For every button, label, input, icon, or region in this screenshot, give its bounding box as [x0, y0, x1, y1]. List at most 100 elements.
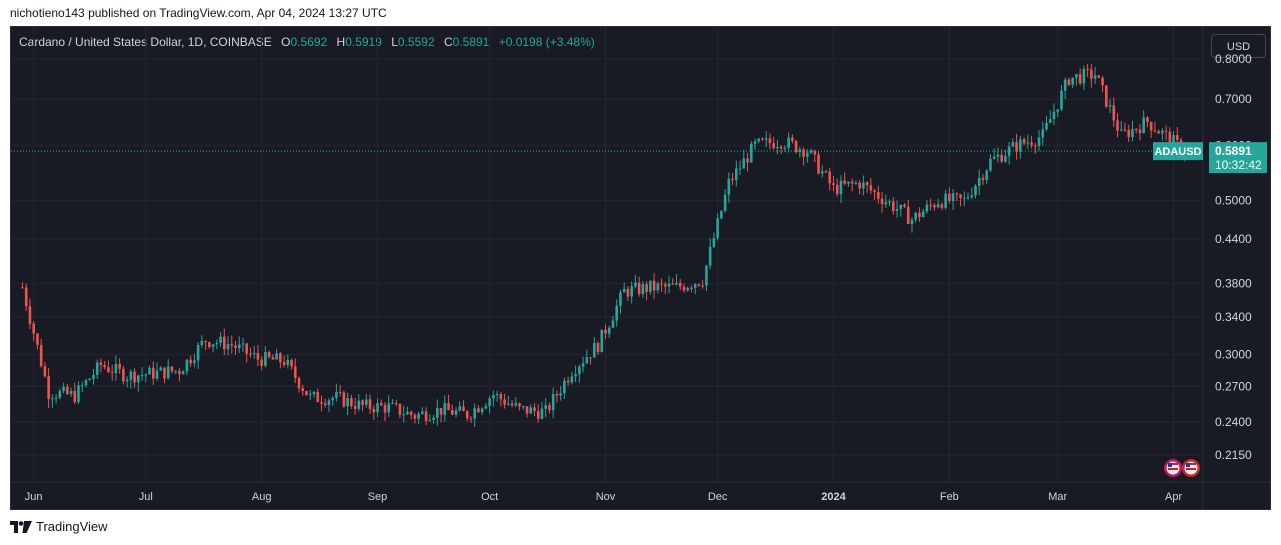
- candle-body: [806, 152, 809, 157]
- candle-body: [1142, 117, 1145, 133]
- candle-body: [305, 391, 308, 396]
- candle-body: [813, 150, 817, 155]
- candle-body: [966, 197, 970, 199]
- candle-body: [297, 377, 301, 389]
- price-chart[interactable]: 0.80000.70000.60000.50000.44000.38000.34…: [11, 27, 1270, 509]
- symbol-legend: Cardano / United States Dollar, 1D, COIN…: [19, 35, 595, 49]
- candle-body: [1123, 129, 1127, 131]
- candle-body: [705, 265, 708, 286]
- candle-body: [862, 182, 865, 189]
- chart-panel[interactable]: Cardano / United States Dollar, 1D, COIN…: [10, 26, 1271, 510]
- candle-body: [454, 410, 458, 415]
- candle-body: [462, 406, 465, 412]
- candle-body: [873, 190, 876, 193]
- candle-body: [854, 182, 858, 184]
- candle-body: [839, 180, 843, 195]
- candle-body: [1063, 79, 1067, 91]
- candle-body: [1030, 142, 1033, 146]
- candle-body: [720, 210, 723, 219]
- candle-body: [114, 363, 118, 373]
- candle-body: [933, 205, 936, 208]
- candle-body: [630, 286, 633, 297]
- candle-body: [95, 362, 99, 375]
- candle-body: [791, 137, 794, 141]
- candle-body: [906, 206, 910, 224]
- candle-body: [54, 397, 58, 399]
- price-tick-label: 0.2400: [1215, 415, 1252, 429]
- candle-body: [753, 141, 757, 144]
- candle-body: [962, 197, 966, 199]
- candle-body: [271, 356, 275, 360]
- candle-body: [794, 140, 798, 153]
- candle-body: [484, 406, 488, 409]
- candle-body: [847, 181, 850, 184]
- change-value: +0.0198 (+3.48%): [498, 35, 595, 49]
- candle-body: [1157, 131, 1160, 134]
- candle-body: [417, 413, 420, 419]
- candle-body: [955, 193, 959, 195]
- candle-body: [716, 218, 719, 239]
- candle-body: [981, 177, 985, 180]
- candle-body: [166, 366, 170, 379]
- candle-body: [230, 344, 234, 346]
- candle-body: [170, 366, 174, 372]
- publisher-line: nichotieno143 published on TradingView.c…: [10, 6, 387, 20]
- candle-body: [193, 360, 196, 364]
- event-flag-icon-stripe: [1168, 463, 1178, 465]
- event-flag-icon-stripe: [1186, 463, 1196, 465]
- candle-body: [895, 209, 899, 211]
- candle-body: [637, 282, 641, 295]
- candle-body: [880, 198, 884, 205]
- close-value: 0.5891: [452, 35, 490, 49]
- candle-body: [540, 408, 544, 419]
- candle-body: [514, 403, 518, 406]
- price-tick-label: 0.2700: [1215, 379, 1252, 393]
- candle-body: [196, 345, 200, 361]
- candle-body: [850, 181, 854, 184]
- candle-body: [39, 344, 43, 367]
- candle-body: [301, 388, 305, 392]
- candle-body: [940, 204, 944, 208]
- candle-body: [529, 407, 533, 414]
- candle-body: [1131, 128, 1134, 138]
- candle-body: [413, 415, 417, 419]
- candle-body: [525, 406, 529, 414]
- candle-body: [465, 411, 469, 419]
- candle-body: [185, 359, 189, 372]
- grid-lines: [11, 27, 1270, 509]
- candle-body: [671, 283, 675, 285]
- candle-body: [877, 192, 880, 199]
- candle-body: [398, 403, 402, 415]
- candle-body: [159, 367, 163, 371]
- candle-body: [66, 386, 69, 394]
- candle-body: [641, 284, 645, 295]
- candle-body: [346, 398, 349, 407]
- candle-body: [252, 352, 256, 354]
- candle-body: [443, 403, 447, 415]
- candle-body: [200, 341, 204, 346]
- candle-body: [331, 397, 334, 401]
- candle-body: [989, 158, 992, 171]
- candle-body: [129, 371, 133, 380]
- candle-body: [1041, 129, 1045, 138]
- candle-body: [1019, 139, 1022, 152]
- candle-body: [1176, 135, 1179, 140]
- candle-body: [936, 204, 940, 208]
- candle-body: [342, 392, 346, 407]
- candle-body: [521, 406, 525, 408]
- candle-body: [151, 367, 155, 379]
- candle-body: [869, 185, 873, 191]
- candle-body: [69, 390, 73, 394]
- candle-body: [28, 306, 32, 324]
- candle-body: [84, 380, 88, 386]
- candle-body: [469, 418, 473, 420]
- ticker-tag-bg: [1153, 142, 1203, 161]
- candle-body: [499, 393, 503, 400]
- candle-body: [1108, 105, 1112, 107]
- candle-body: [1004, 155, 1007, 162]
- candle-body: [645, 284, 648, 292]
- currency-button[interactable]: USD: [1211, 34, 1266, 58]
- candle-body: [757, 138, 761, 142]
- candle-body: [1168, 131, 1172, 146]
- candle-body: [1172, 135, 1175, 146]
